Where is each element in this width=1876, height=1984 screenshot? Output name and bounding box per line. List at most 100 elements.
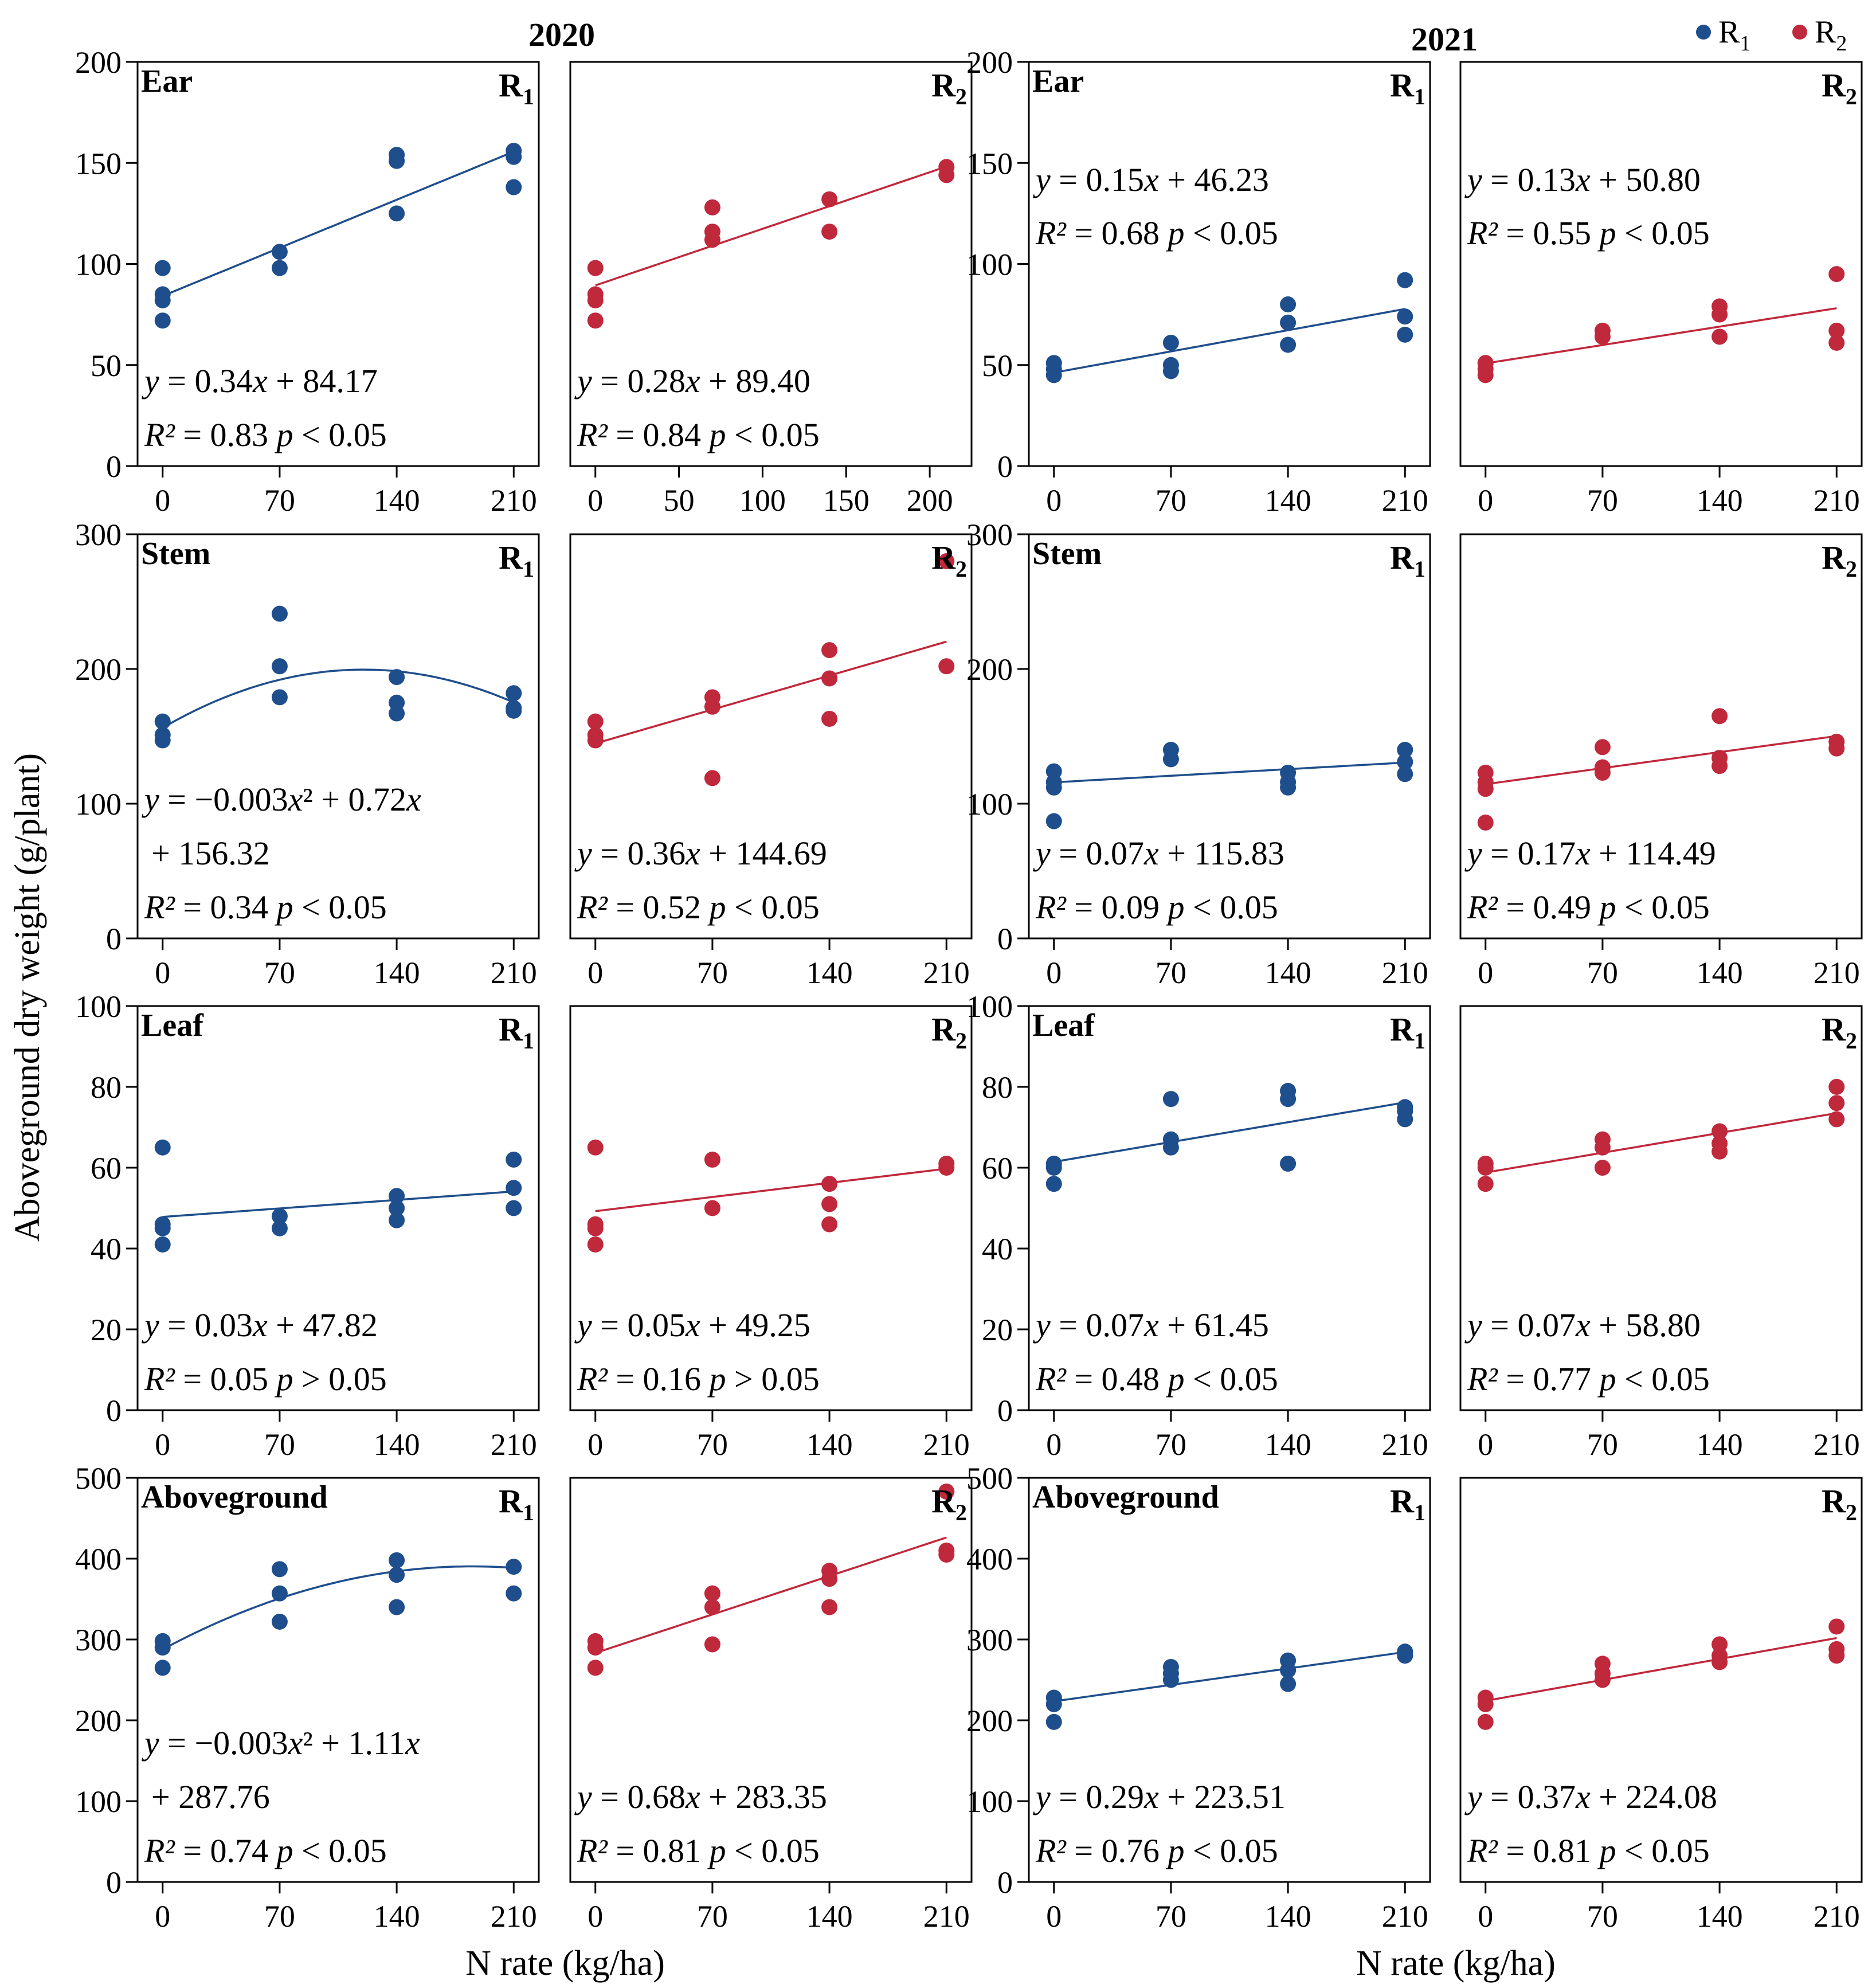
data-point — [938, 553, 955, 569]
data-point — [506, 1200, 522, 1216]
data-point — [1162, 1672, 1179, 1688]
panel-leaf-2020-r2: 0 70 140 210 R2 R² = 0.16 p > 0.05 y = 0.05x +… — [569, 1005, 973, 1462]
data-point — [1162, 751, 1179, 768]
data-point — [1594, 739, 1611, 756]
y-tick-label: 20 — [982, 1313, 1013, 1347]
y-tick-label: 300 — [966, 518, 1013, 552]
y-tick-label: 100 — [966, 989, 1013, 1024]
data-point — [389, 1567, 405, 1583]
y-tick-label: 200 — [75, 45, 122, 80]
y-tick-label: 0 — [106, 922, 122, 956]
data-point — [1828, 334, 1845, 351]
data-point — [1711, 306, 1728, 323]
r-squared-label: R² = 0.81 p < 0.05 — [577, 1832, 820, 1869]
data-point — [1045, 1160, 1062, 1176]
plot-frame — [1028, 61, 1431, 467]
y-tick-label: 300 — [75, 518, 122, 552]
plot-frame — [1028, 1005, 1431, 1411]
x-tick-label: 0 — [588, 956, 603, 990]
x-tick-label: 140 — [1697, 1427, 1743, 1462]
data-point — [1477, 781, 1494, 797]
panel-leaf-2021-r1: 0 20 40 60 80 100 0 70 140 210 Leaf R1 R² = 0.48 p <… — [966, 989, 1431, 1462]
data-point — [271, 1561, 288, 1578]
fit-line — [162, 668, 514, 729]
x-tick-label: 140 — [1265, 1427, 1311, 1462]
x-tick-label: 150 — [823, 483, 870, 518]
panel-title: Leaf — [1032, 1008, 1095, 1043]
x-tick-label: 70 — [697, 1899, 728, 1934]
panel-abg-2021-r1: 0 100 200 300 400 500 0 70 140 210 Aboveground R1 R²… — [966, 1461, 1431, 1934]
y-tick-label: 100 — [966, 1785, 1013, 1819]
y-tick-label: 0 — [997, 1865, 1013, 1900]
r-squared-label: R² = 0.81 p < 0.05 — [1467, 1832, 1710, 1869]
data-point — [821, 1216, 838, 1232]
y-tick-label: 0 — [106, 449, 122, 484]
data-point — [1280, 336, 1297, 353]
plot-frame — [1459, 533, 1863, 940]
x-tick-label: 210 — [491, 483, 537, 518]
x-tick-label: 140 — [374, 483, 420, 518]
data-point — [704, 232, 720, 248]
x-tick-label: 210 — [1814, 483, 1860, 518]
data-point — [1280, 779, 1297, 796]
data-point — [271, 689, 288, 706]
fit-equation: y = 0.17x + 114.49 — [1464, 835, 1716, 872]
x-tick-label: 70 — [1587, 1899, 1618, 1934]
panel-series-label: R1 — [499, 66, 534, 109]
y-tick-label: 300 — [966, 1623, 1013, 1657]
data-point — [1594, 1672, 1611, 1688]
fit-equation: y = −0.003x² + 0.72x — [142, 781, 421, 818]
data-point — [1828, 740, 1845, 757]
x-tick-label: 140 — [806, 1899, 853, 1934]
panel-abg-2020-r2: 0 70 140 210 R2 R² = 0.81 p < 0.05 y = 0.68x +… — [569, 1477, 973, 1934]
panel-series-label: R2 — [1822, 66, 1857, 109]
data-point — [271, 1220, 288, 1236]
data-point — [506, 1559, 522, 1575]
data-point — [154, 713, 171, 730]
x-tick-label: 0 — [155, 1899, 170, 1934]
data-point — [154, 260, 171, 276]
x-tick-label: 210 — [1382, 956, 1428, 990]
fit-line — [1053, 308, 1405, 374]
y-tick-label: 80 — [91, 1070, 122, 1105]
plot-frame — [136, 1005, 540, 1411]
y-tick-label: 200 — [966, 45, 1013, 80]
data-point — [1828, 1648, 1845, 1664]
x-tick-label: 210 — [923, 1427, 970, 1462]
data-point — [389, 1188, 405, 1204]
panel-series-label: R2 — [1822, 539, 1857, 582]
y-tick-label: 0 — [997, 922, 1013, 956]
x-tick-label: 140 — [374, 956, 420, 990]
x-tick-label: 70 — [1587, 483, 1618, 518]
fit-line — [162, 1190, 514, 1218]
x-tick-label: 0 — [1478, 956, 1493, 990]
plot-frame — [569, 533, 973, 940]
x-axis-label-2020: N rate (kg/ha) — [465, 1944, 665, 1983]
y-tick-label: 500 — [966, 1461, 1013, 1496]
data-point — [587, 1139, 604, 1156]
plot-frame — [1459, 1005, 1863, 1411]
y-tick-label: 100 — [75, 787, 122, 821]
legend-label-r1: R1 — [1718, 14, 1750, 56]
data-point — [1280, 314, 1297, 331]
r-squared-label: R² = 0.49 p < 0.05 — [1467, 889, 1710, 926]
data-point — [154, 1639, 171, 1656]
x-tick-label: 70 — [697, 956, 728, 990]
data-point — [1828, 1079, 1845, 1095]
x-tick-label: 70 — [264, 1899, 295, 1934]
data-point — [1280, 1091, 1297, 1108]
panel-stem-2020-r2: 0 70 140 210 R2 R² = 0.52 p < 0.05 y = 0.36x +… — [569, 533, 973, 990]
y-tick-label: 500 — [75, 1461, 122, 1496]
fit-equation: y = 0.03x + 47.82 — [142, 1306, 378, 1344]
data-point — [1045, 1713, 1062, 1730]
legend-marker-r1 — [1696, 25, 1711, 40]
x-tick-label: 70 — [1156, 1427, 1186, 1462]
data-point — [1594, 1160, 1611, 1176]
panel-leaf-2021-r2: 0 70 140 210 R2 R² = 0.77 p < 0.05 y = 0.07x +… — [1459, 1005, 1863, 1462]
y-tick-label: 80 — [982, 1070, 1013, 1105]
data-point — [1828, 1095, 1845, 1112]
x-tick-label: 140 — [1265, 483, 1311, 518]
x-tick-label: 0 — [155, 956, 170, 990]
fit-equation: y = 0.07x + 61.45 — [1033, 1306, 1269, 1344]
